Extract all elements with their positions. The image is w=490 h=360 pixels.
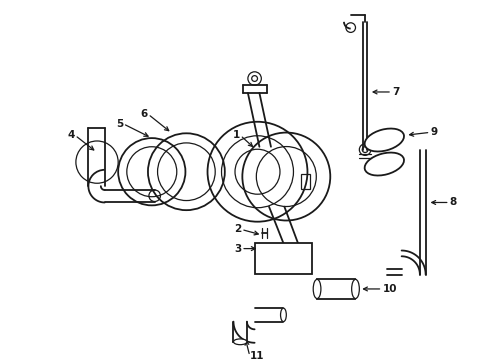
Text: 3: 3 [234, 244, 241, 253]
Text: 7: 7 [392, 87, 399, 97]
Text: 2: 2 [234, 224, 241, 234]
Text: 10: 10 [382, 284, 397, 294]
Ellipse shape [352, 279, 359, 298]
Text: 5: 5 [116, 119, 123, 129]
Ellipse shape [313, 279, 321, 298]
Text: 9: 9 [430, 127, 438, 137]
Text: 11: 11 [250, 351, 264, 360]
Text: 6: 6 [141, 109, 148, 119]
FancyBboxPatch shape [317, 279, 356, 298]
Ellipse shape [233, 339, 247, 345]
Ellipse shape [365, 129, 404, 152]
Text: 1: 1 [233, 130, 240, 140]
Text: 8: 8 [450, 198, 457, 207]
FancyBboxPatch shape [255, 243, 312, 274]
Text: 4: 4 [68, 130, 75, 140]
Ellipse shape [365, 153, 404, 176]
Ellipse shape [281, 308, 286, 321]
